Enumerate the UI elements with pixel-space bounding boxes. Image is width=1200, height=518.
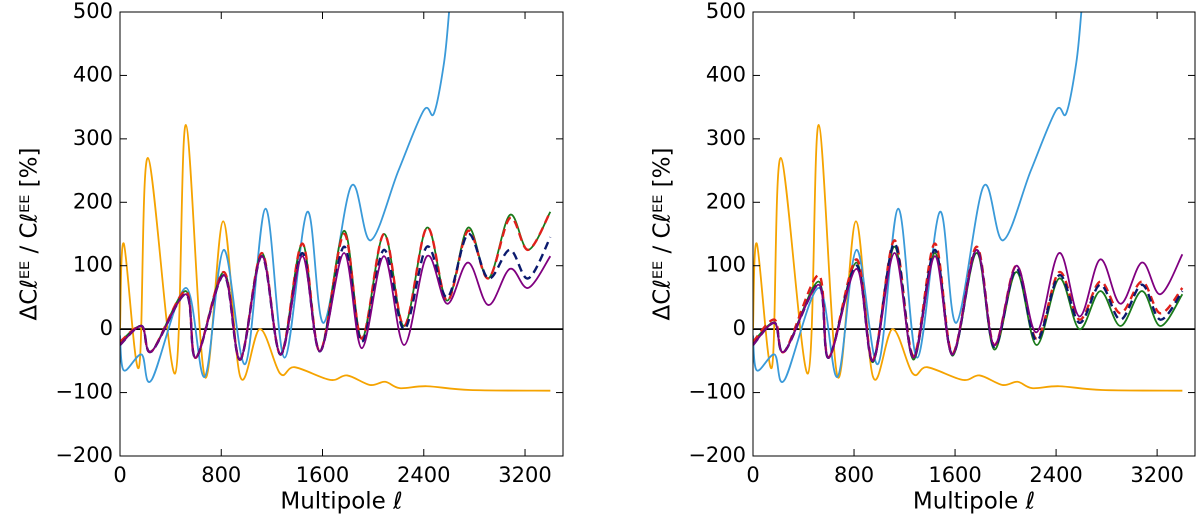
x-tick-label: 800 — [834, 463, 874, 487]
x-tick-label: 0 — [113, 463, 126, 487]
x-tick-label: 2400 — [1029, 463, 1082, 487]
x-tick-label: 3200 — [1130, 463, 1183, 487]
y-tick-label: −100 — [55, 380, 113, 404]
y-tick-label: 300 — [706, 126, 746, 150]
x-tick-label: 1600 — [296, 463, 349, 487]
x-tick-label: 2400 — [397, 463, 450, 487]
x-tick-label: 1600 — [928, 463, 981, 487]
y-tick-label: 300 — [73, 126, 113, 150]
y-tick-label: 0 — [100, 316, 113, 340]
line — [120, 252, 552, 361]
y-tick-label: 100 — [73, 253, 113, 277]
axes-frame — [119, 11, 564, 457]
line — [753, 12, 1083, 383]
x-tick-label: 0 — [746, 463, 759, 487]
y-tick-label: −200 — [688, 443, 746, 467]
y-tick-label: 500 — [73, 0, 113, 23]
y-tick-label: 100 — [706, 253, 746, 277]
y-tick-label: 200 — [706, 189, 746, 213]
y-tick-label: 0 — [733, 316, 746, 340]
x-axis-label: Multipole ℓ — [913, 489, 1035, 515]
line — [753, 239, 1184, 361]
y-tick-label: 500 — [706, 0, 746, 23]
plot-area — [753, 12, 1195, 392]
x-tick-label: 800 — [201, 463, 241, 487]
plot-area — [120, 12, 563, 392]
line — [120, 124, 551, 392]
x-axis-label: Multipole ℓ — [280, 489, 402, 515]
line — [120, 12, 450, 383]
y-tick-label: 200 — [73, 189, 113, 213]
y-axis-label: ΔCℓᴱᴱ / Cℓᴱᴱ [%] — [17, 148, 43, 321]
line — [120, 232, 552, 361]
y-tick-label: −100 — [688, 380, 746, 404]
y-tick-label: 400 — [706, 62, 746, 86]
line — [753, 245, 1184, 364]
axes-frame — [752, 11, 1196, 457]
y-tick-label: −200 — [55, 443, 113, 467]
line — [753, 124, 1183, 392]
y-tick-label: 400 — [73, 62, 113, 86]
x-tick-label: 3200 — [498, 463, 551, 487]
y-axis-label: ΔCℓᴱᴱ / Cℓᴱᴱ [%] — [650, 148, 676, 321]
line — [753, 248, 1184, 362]
